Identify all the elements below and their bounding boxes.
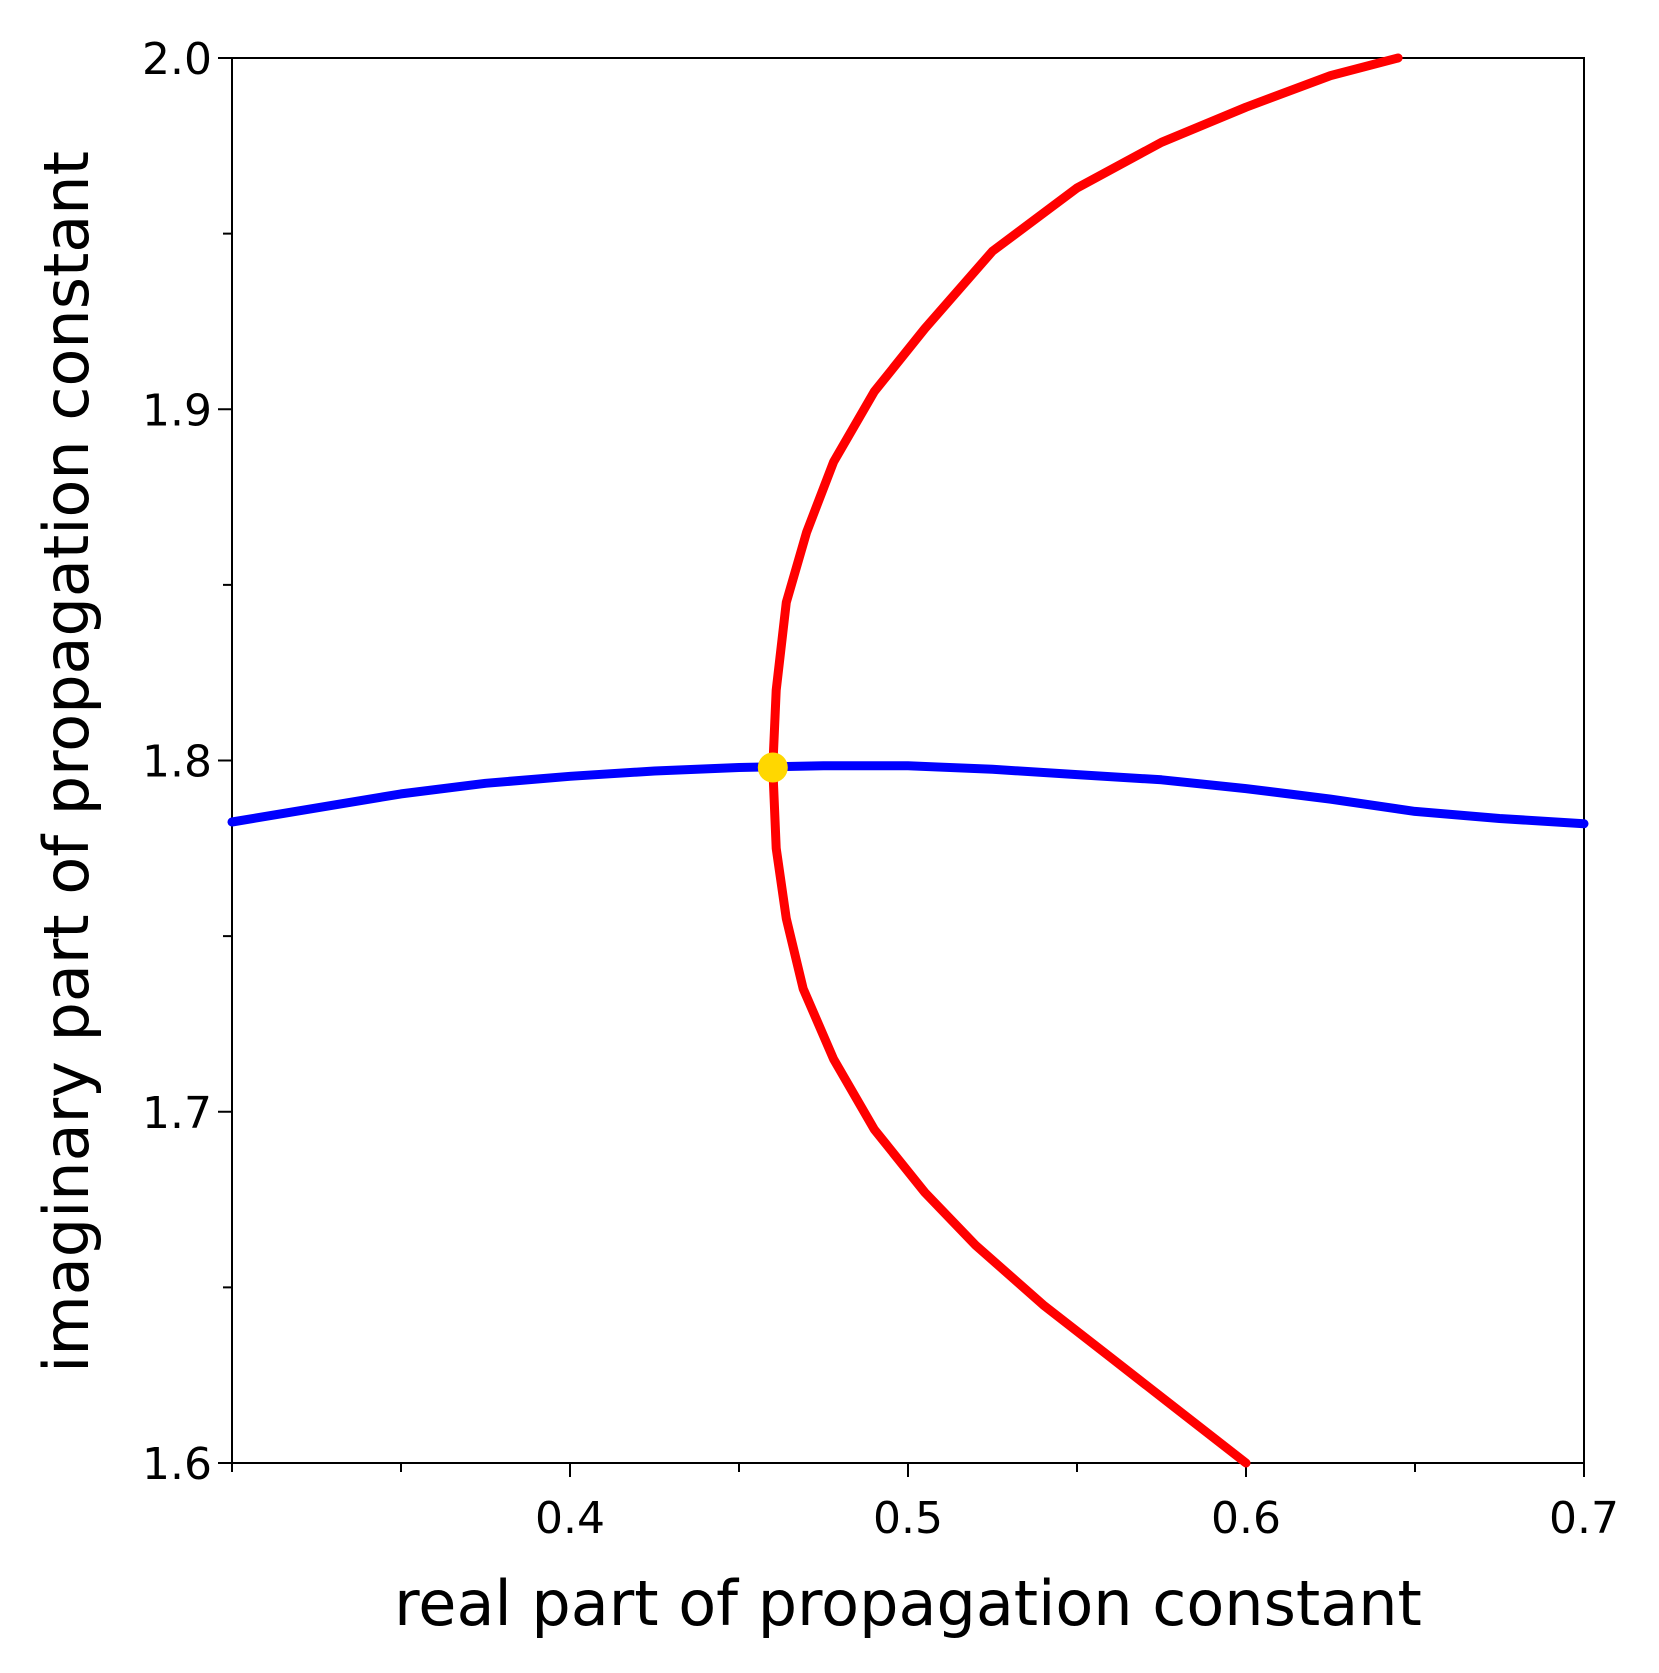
blue-series-line [227,761,1589,829]
x-tick-label: 0.7 [1549,1493,1619,1544]
red-series-line [768,53,1403,1468]
data-markers [757,752,788,783]
x-axis-label: real part of propagation constant [394,1567,1422,1640]
x-tick-label: 0.4 [535,1493,605,1544]
x-tick-label: 0.5 [873,1493,943,1544]
plot-frame [231,57,1585,1464]
axis-ticks [218,57,1585,1477]
y-axis-label: imaginary part of propagation constant [30,151,103,1373]
y-tick-label: 1.8 [142,737,212,788]
y-tick-label: 2.0 [142,34,212,85]
data-series [227,53,1589,1468]
y-tick-label: 1.9 [142,385,212,436]
intersection-point-marker [757,752,788,783]
y-tick-label: 1.7 [142,1088,212,1139]
x-tick-label: 0.6 [1211,1493,1281,1544]
y-tick-label: 1.6 [142,1439,212,1490]
axis-tick-labels: 0.4 0.5 0.6 0.7 1.6 1.7 1.8 1.9 2.0 [142,34,1619,1544]
